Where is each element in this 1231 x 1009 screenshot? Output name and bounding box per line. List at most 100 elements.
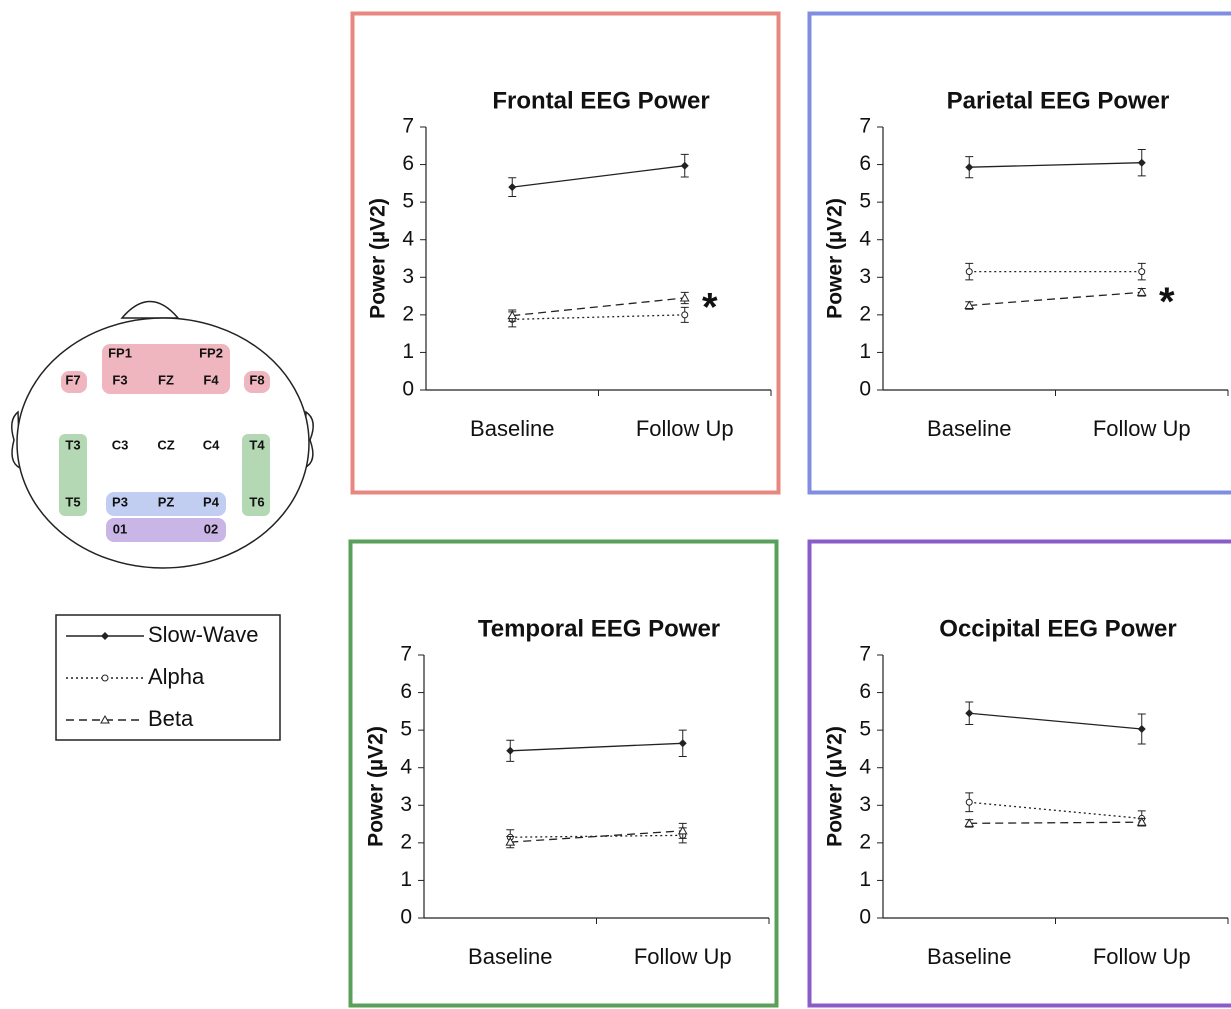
y-tick-label: 5 <box>859 718 871 741</box>
x-tick-label: Baseline <box>470 416 554 441</box>
point <box>1137 158 1146 167</box>
electrode-label: T3 <box>65 437 80 452</box>
y-axis-label: Power (µV2) <box>367 198 390 319</box>
y-tick-label: 6 <box>859 152 871 175</box>
electrode-label: F8 <box>249 372 264 387</box>
series-line <box>969 821 1142 824</box>
point <box>1138 268 1146 276</box>
significance-marker: * <box>1159 280 1175 324</box>
y-tick-label: 3 <box>859 793 871 816</box>
series-line <box>510 830 683 843</box>
x-tick-label: Baseline <box>927 416 1011 441</box>
x-tick-label: Follow Up <box>1093 416 1191 441</box>
series-line <box>969 712 1142 730</box>
panel-frame <box>807 539 1231 1008</box>
x-tick-label: Follow Up <box>636 416 734 441</box>
x-tick-label: Baseline <box>468 944 552 969</box>
y-tick-label: 7 <box>402 115 414 138</box>
chart-title: Frontal EEG Power <box>492 87 709 114</box>
electrode-label: PZ <box>158 494 175 509</box>
y-tick-label: 6 <box>859 680 871 703</box>
x-tick-label: Follow Up <box>634 944 732 969</box>
legend: Slow-Wave Alpha Beta <box>55 614 281 741</box>
electrode-label: P4 <box>203 494 220 509</box>
point <box>1136 287 1147 296</box>
y-tick-label: 1 <box>859 868 871 891</box>
point <box>1136 817 1147 826</box>
point <box>964 300 975 309</box>
electrode-label: 01 <box>113 521 127 536</box>
y-tick-label: 7 <box>859 643 871 666</box>
head-map: FP1 FP2 F7 F3 FZ F4 F8 T3 C3 CZ C4 T4 T5 P3 PZ P4 T6 01 02 <box>11 300 314 569</box>
y-tick-label: 3 <box>400 793 412 816</box>
y-tick-label: 1 <box>859 340 871 363</box>
y-tick-label: 5 <box>859 190 871 213</box>
series-line <box>512 165 685 188</box>
y-tick-label: 1 <box>402 340 414 363</box>
series-line <box>969 291 1142 307</box>
y-tick-label: 3 <box>402 265 414 288</box>
x-tick-label: Follow Up <box>1093 944 1191 969</box>
y-tick-label: 2 <box>859 302 871 325</box>
y-tick-label: 2 <box>402 302 414 325</box>
electrode-label: FP2 <box>199 345 223 360</box>
y-tick-label: 4 <box>402 227 414 250</box>
series-line <box>969 801 1142 820</box>
point <box>678 739 687 748</box>
series-line <box>969 162 1142 168</box>
y-tick-label: 7 <box>400 643 412 666</box>
series-line <box>512 314 685 321</box>
y-tick-label: 0 <box>400 906 412 929</box>
legend-marker <box>100 714 110 724</box>
electrode-label: F4 <box>203 372 219 387</box>
chart-panel: Parietal EEG Power Power (µV2) 0 1 2 3 4 5 6 7 Bas… <box>807 11 1231 495</box>
significance-marker: * <box>702 286 718 330</box>
y-axis-label: Power (µV2) <box>824 726 847 847</box>
y-tick-label: 2 <box>400 830 412 853</box>
legend-label: Alpha <box>148 664 205 689</box>
x-tick-label: Baseline <box>927 944 1011 969</box>
y-tick-label: 4 <box>400 755 412 778</box>
point <box>1137 725 1146 734</box>
electrode-label: F7 <box>65 372 80 387</box>
chart-title: Occipital EEG Power <box>939 615 1176 642</box>
y-tick-label: 0 <box>402 378 414 401</box>
point <box>505 837 516 846</box>
panel-frame <box>350 11 781 495</box>
point <box>506 746 515 755</box>
y-tick-label: 0 <box>859 906 871 929</box>
electrode-label: C3 <box>112 437 129 452</box>
y-tick-label: 4 <box>859 227 871 250</box>
legend-label: Slow-Wave <box>148 622 258 647</box>
point <box>680 161 689 170</box>
electrode-label: P3 <box>112 494 128 509</box>
panel-frame <box>348 539 779 1008</box>
point <box>965 798 973 806</box>
y-tick-label: 4 <box>859 755 871 778</box>
electrode-label: CZ <box>157 437 174 452</box>
y-tick-label: 3 <box>859 265 871 288</box>
chart-panel: Occipital EEG Power Power (µV2) 0 1 2 3 4 5 6 7 Ba… <box>807 539 1231 1008</box>
y-tick-label: 6 <box>402 152 414 175</box>
point <box>507 310 518 320</box>
panel-frame <box>807 11 1231 495</box>
chart-panel: Temporal EEG Power Power (µV2) 0 1 2 3 4 5 6 7 Bas… <box>348 539 779 1008</box>
legend-marker <box>101 632 109 640</box>
y-tick-label: 5 <box>402 190 414 213</box>
y-tick-label: 2 <box>859 830 871 853</box>
point <box>965 268 973 276</box>
y-tick-label: 1 <box>400 868 412 891</box>
electrode-label: FZ <box>158 372 174 387</box>
y-tick-label: 0 <box>859 378 871 401</box>
electrode-label: FP1 <box>108 345 132 360</box>
point <box>965 709 974 718</box>
electrode-label: T6 <box>249 494 264 509</box>
legend-label: Beta <box>148 706 194 731</box>
series-line <box>510 834 683 838</box>
y-axis-label: Power (µV2) <box>824 198 847 319</box>
electrode-label: T4 <box>249 437 265 452</box>
series-line <box>510 742 683 752</box>
legend-marker <box>101 674 109 682</box>
electrode-label: C4 <box>203 437 220 452</box>
